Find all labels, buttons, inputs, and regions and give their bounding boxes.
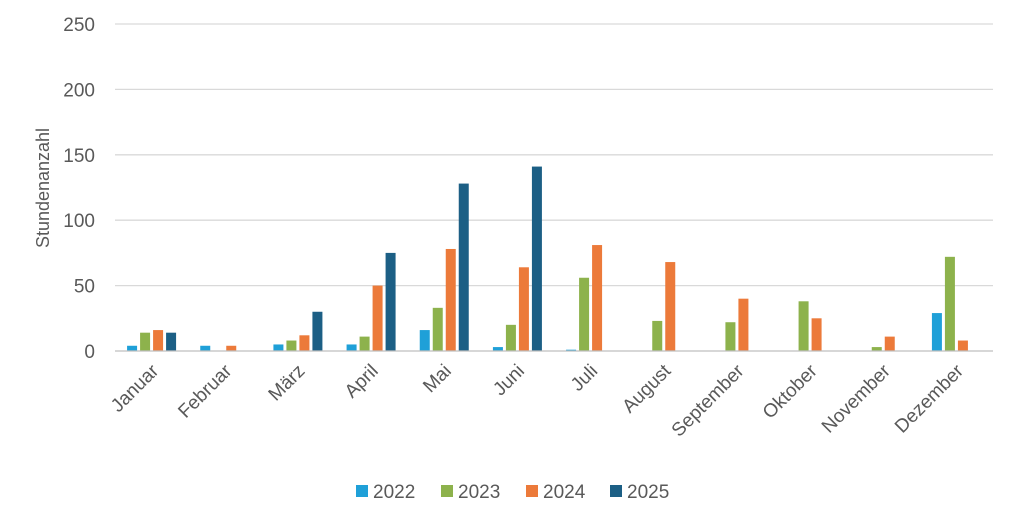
legend-label-2022: 2022 [373, 482, 415, 503]
legend-swatch-2022 [356, 485, 368, 497]
legend: 2022 2023 2024 2025 [356, 482, 669, 503]
bar-2024-april [372, 285, 383, 351]
bar-2022-dezember [931, 313, 942, 351]
bar-2024-oktober [811, 318, 822, 351]
bar-2024-märz [299, 335, 310, 351]
legend-swatch-2024 [526, 485, 538, 497]
x-tick-label: Februar [174, 360, 236, 422]
bar-2023-november [871, 347, 882, 351]
bar-2022-juli [566, 349, 577, 351]
bar-2022-januar [127, 345, 138, 351]
x-tick-label: April [341, 361, 383, 403]
bar-2025-juni [531, 166, 542, 351]
legend-swatch-2025 [610, 485, 622, 497]
bar-2023-august [652, 320, 663, 351]
x-tick-label: Mai [419, 361, 456, 398]
bar-2023-september [725, 322, 736, 351]
x-tick-label: Januar [107, 360, 163, 416]
y-axis-ticks: 0 50 100 150 200 250 [63, 15, 95, 363]
y-tick-label: 100 [63, 211, 95, 232]
y-tick-label: 150 [63, 146, 95, 167]
y-axis-title: Stundenanzahl [33, 128, 53, 248]
bar-2025-januar [166, 332, 177, 351]
bar-2023-januar [140, 332, 151, 351]
bar-2022-april [346, 344, 357, 351]
bar-2024-september [738, 298, 749, 351]
x-tick-label: Juli [567, 361, 602, 396]
bar-2024-dezember [957, 340, 968, 351]
gridlines [115, 23, 993, 287]
y-tick-label: 0 [84, 342, 95, 363]
bar-2022-märz [273, 344, 284, 351]
bar-2025-mai [458, 183, 469, 351]
bar-2022-juni [492, 347, 503, 351]
x-tick-label: März [265, 361, 310, 406]
legend-label-2023: 2023 [458, 482, 500, 503]
bar-2022-mai [419, 330, 430, 351]
bar-2023-dezember [944, 256, 955, 351]
bar-2023-märz [286, 340, 297, 351]
bar-2024-februar [226, 345, 237, 351]
bar-2023-mai [432, 307, 443, 351]
y-tick-label: 250 [63, 15, 95, 36]
x-axis-ticks: Januar Februar März April Mai Juni Juli AugustS… [107, 360, 968, 441]
bar-2024-juni [518, 267, 529, 351]
y-tick-label: 200 [63, 80, 95, 101]
y-tick-label: 50 [74, 277, 95, 298]
bar-2024-mai [445, 248, 456, 351]
x-tick-label: Dezember [891, 360, 968, 437]
bars [127, 166, 968, 351]
x-tick-label: September [668, 360, 749, 441]
bar-2022-februar [200, 345, 211, 351]
bar-2024-august [665, 262, 676, 351]
bar-2023-juni [505, 324, 516, 351]
x-tick-label: Oktober [759, 360, 822, 423]
legend-label-2024: 2024 [543, 482, 586, 503]
legend-swatch-2023 [441, 485, 453, 497]
bar-2024-juli [592, 245, 603, 351]
x-tick-label: November [818, 360, 895, 437]
bar-2023-oktober [798, 301, 809, 351]
bar-2025-märz [312, 311, 323, 351]
bar-2024-november [884, 336, 895, 351]
bar-2024-januar [153, 330, 164, 351]
x-tick-label: Juni [489, 361, 528, 400]
bar-2023-april [359, 336, 370, 351]
x-tick-label: August [619, 360, 676, 417]
bar-2025-april [385, 252, 396, 351]
bar-2023-juli [579, 277, 590, 351]
legend-label-2025: 2025 [627, 482, 669, 503]
